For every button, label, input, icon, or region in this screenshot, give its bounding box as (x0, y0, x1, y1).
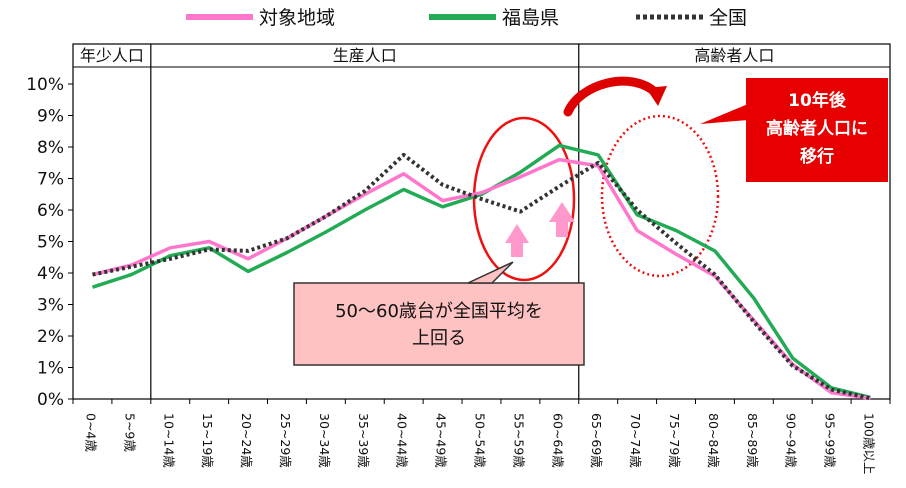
x-tick-label: 100歳以上 (862, 413, 877, 474)
callout-red-text-line2: 高齢者人口に (766, 118, 868, 139)
callout-pink-text-line2: 上回る (412, 328, 466, 349)
x-tick-label: 10~14歳 (161, 413, 176, 468)
callout-pink-box (293, 282, 585, 366)
x-tick-label: 25~29歳 (278, 413, 293, 468)
up-arrow-icon (549, 202, 575, 237)
x-tick-label: 5~9歳 (122, 413, 137, 452)
y-axis: 0% 1% 2% 3% 4% 5% 6% 7% 8% 9% 10% (26, 75, 73, 410)
x-tick-label: 40~44歳 (395, 413, 410, 468)
x-tick-label: 20~24歳 (239, 413, 254, 468)
x-tick-label: 70~74歳 (628, 413, 643, 468)
callout-red-box (746, 78, 888, 182)
age-group-header: 年少人口 生産人口 高齢者人口 (72, 43, 891, 400)
x-tick-label: 75~79歳 (667, 413, 682, 468)
y-tick-label: 7% (37, 170, 64, 190)
callout-red-pointer (700, 104, 748, 124)
legend-label: 福島県 (502, 7, 559, 29)
callout-red-text-line3: 移行 (800, 146, 834, 167)
y-tick-label: 9% (37, 107, 64, 127)
shift-target-dotted-ellipse (600, 114, 720, 278)
group-label: 高齢者人口 (694, 46, 774, 65)
legend-label: 全国 (709, 7, 747, 29)
group-label: 年少人口 (80, 46, 144, 65)
series-lines (91, 143, 871, 401)
annotations: 50〜60歳台が全国平均を 上回る 10年後 高齢者人口に 移行 (293, 76, 888, 366)
y-tick-label: 6% (37, 201, 64, 221)
legend: 対象地域 福島県 全国 (186, 7, 747, 29)
y-tick-label: 3% (37, 296, 64, 316)
x-axis: 0~4歳 5~9歳 10~14歳 15~19歳 20~24歳 25~29歳 30~34歳 35… (72, 399, 891, 474)
x-tick-label: 35~39歳 (356, 413, 371, 468)
x-tick-label: 90~94歳 (784, 413, 799, 468)
x-tick-label: 95~99歳 (823, 413, 838, 468)
x-tick-label: 55~59歳 (511, 413, 526, 468)
x-tick-label: 65~69歳 (589, 413, 604, 468)
x-tick-label: 60~64歳 (550, 413, 565, 468)
y-tick-label: 0% (37, 390, 64, 410)
x-tick-label: 15~19歳 (200, 413, 215, 468)
y-tick-label: 4% (37, 264, 64, 284)
series-line-national (92, 152, 871, 401)
plot-frame (72, 43, 891, 400)
x-tick-label: 30~34歳 (317, 413, 332, 468)
y-tick-label: 2% (37, 327, 64, 347)
up-arrow-icon (505, 224, 529, 257)
curved-arrow-head-icon (646, 86, 667, 106)
group-label: 生産人口 (333, 46, 397, 65)
y-tick-label: 10% (26, 75, 64, 95)
callout-pink-pointer (467, 261, 514, 284)
highlight-50-60-ellipse (472, 116, 576, 282)
x-tick-label: 85~89歳 (745, 413, 760, 468)
highlight-ellipses (472, 114, 720, 282)
y-tick-label: 5% (37, 233, 64, 253)
curved-arrow-icon (563, 76, 660, 117)
x-tick-label: 45~49歳 (434, 413, 449, 468)
x-tick-label: 0~4歳 (83, 413, 98, 452)
y-tick-label: 1% (37, 359, 64, 379)
callout-red-text-line1: 10年後 (788, 90, 847, 111)
callout-pink-text-line1: 50〜60歳台が全国平均を (335, 301, 543, 322)
legend-label: 対象地域 (259, 7, 335, 29)
x-tick-label: 80~84歳 (706, 413, 721, 468)
y-tick-label: 8% (37, 138, 64, 158)
x-tick-label: 50~54歳 (473, 413, 488, 468)
